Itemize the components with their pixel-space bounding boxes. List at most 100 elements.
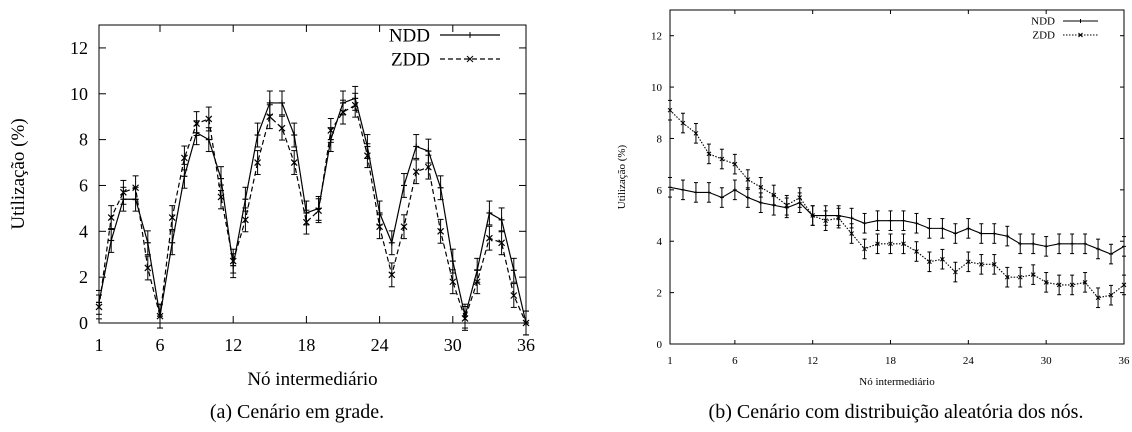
marker-x: [927, 259, 932, 265]
marker-x: [351, 101, 359, 109]
data-point: [1030, 264, 1036, 285]
legend-label: NDD: [389, 25, 430, 46]
x-tick-label: 18: [297, 335, 315, 355]
marker-x: [485, 234, 493, 242]
data-point: [1121, 274, 1127, 296]
data-point: [351, 92, 359, 118]
data-point: [279, 90, 285, 116]
data-point: [745, 169, 751, 190]
marker-x: [278, 124, 286, 132]
marker-x: [940, 256, 945, 262]
marker-x: [205, 115, 213, 123]
marker-x: [1030, 272, 1036, 277]
series-line: [669, 186, 1125, 255]
data-point: [1004, 266, 1010, 288]
marker-x: [180, 154, 188, 162]
series-zdd: [667, 99, 1127, 309]
data-point: [940, 218, 945, 239]
marker-x: [1069, 282, 1075, 288]
marker-x: [719, 156, 725, 162]
data-point: [875, 233, 880, 255]
data-point: [388, 262, 396, 288]
data-point: [437, 218, 445, 244]
legend-entry: ZDD: [391, 49, 500, 70]
data-point: [991, 254, 997, 275]
y-tick-label: 0: [79, 313, 88, 333]
y-tick-label: 2: [657, 288, 663, 300]
data-point: [510, 257, 517, 283]
data-point: [706, 182, 711, 203]
y-tick-label: 12: [651, 31, 662, 43]
data-point: [95, 294, 103, 320]
data-point: [1056, 274, 1062, 296]
marker-x: [229, 257, 237, 265]
marker-x: [95, 303, 103, 311]
y-tick-label: 10: [70, 84, 88, 104]
data-point: [732, 179, 737, 201]
data-point: [667, 99, 673, 121]
data-point: [449, 269, 457, 295]
marker-x: [156, 312, 164, 320]
data-point: [745, 187, 750, 208]
data-point: [168, 205, 176, 230]
chart-caption: (a) Cenário em grade.: [210, 401, 384, 423]
marker-x: [849, 231, 854, 236]
data-point: [498, 230, 506, 256]
data-point: [229, 248, 237, 274]
y-tick-label: 4: [79, 221, 88, 241]
data-point: [1109, 243, 1114, 265]
x-tick-label: 12: [807, 355, 818, 367]
marker-x: [1043, 279, 1049, 285]
y-tick-label: 2: [79, 267, 88, 287]
marker-x: [363, 152, 371, 160]
y-axis-label: Utilização (%): [616, 144, 628, 209]
marker-x: [510, 292, 518, 299]
marker-x: [400, 223, 408, 231]
data-point: [180, 145, 188, 171]
marker-x: [888, 241, 893, 247]
data-point: [901, 210, 906, 231]
marker-x: [1017, 274, 1023, 280]
marker-x: [302, 218, 310, 226]
data-point: [144, 255, 152, 281]
data-point: [927, 218, 932, 239]
data-point: [862, 212, 867, 234]
data-point: [1083, 233, 1088, 255]
x-tick-label: 24: [963, 355, 975, 367]
legend-label: ZDD: [391, 49, 430, 70]
data-point: [486, 200, 493, 226]
data-point: [388, 230, 395, 256]
data-point: [953, 223, 958, 244]
x-tick-label: 24: [371, 335, 389, 355]
series-line: [669, 109, 1125, 299]
series-ndd: [668, 176, 1126, 265]
data-point: [810, 205, 816, 226]
y-tick-label: 8: [657, 133, 663, 145]
data-point: [424, 154, 432, 180]
marker-x: [991, 262, 997, 267]
data-point: [254, 150, 262, 175]
marker-x: [862, 246, 867, 252]
x-tick-label: 30: [444, 335, 462, 355]
y-axis-label: Utilização (%): [8, 118, 29, 229]
data-point: [412, 159, 420, 185]
x-tick-label: 1: [667, 355, 673, 367]
marker-x: [119, 188, 127, 196]
plot-frame: [98, 24, 527, 324]
marker-x: [1082, 279, 1088, 285]
data-point: [473, 269, 481, 295]
x-tick-label: 12: [224, 335, 242, 355]
data-point: [376, 214, 384, 240]
marker-x: [784, 202, 790, 208]
x-tick-label: 6: [732, 355, 738, 367]
marker-x: [449, 278, 457, 286]
marker-x: [424, 163, 432, 171]
marker-x: [315, 207, 323, 215]
marker-x: [217, 193, 225, 201]
marker-x: [193, 120, 201, 127]
data-point: [901, 233, 906, 255]
data-point: [966, 218, 971, 239]
data-point: [823, 210, 829, 231]
marker-x: [266, 113, 274, 121]
